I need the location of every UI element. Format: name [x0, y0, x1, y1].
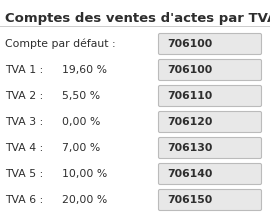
FancyBboxPatch shape [158, 86, 262, 107]
FancyBboxPatch shape [158, 34, 262, 55]
Text: 706100: 706100 [167, 39, 212, 49]
FancyBboxPatch shape [158, 59, 262, 80]
Text: 706150: 706150 [167, 195, 212, 205]
Text: TVA 2 :: TVA 2 : [5, 91, 43, 101]
Text: TVA 5 :: TVA 5 : [5, 169, 43, 179]
Text: TVA 3 :: TVA 3 : [5, 117, 43, 127]
Text: TVA 6 :: TVA 6 : [5, 195, 43, 205]
Text: 706120: 706120 [167, 117, 212, 127]
Text: 706100: 706100 [167, 65, 212, 75]
Text: 10,00 %: 10,00 % [62, 169, 107, 179]
FancyBboxPatch shape [158, 138, 262, 159]
Text: 706130: 706130 [167, 143, 212, 153]
Text: 0,00 %: 0,00 % [62, 117, 100, 127]
Text: 19,60 %: 19,60 % [62, 65, 107, 75]
FancyBboxPatch shape [158, 111, 262, 132]
Text: 7,00 %: 7,00 % [62, 143, 100, 153]
Text: Comptes des ventes d'actes par TVA: Comptes des ventes d'actes par TVA [5, 12, 270, 25]
Text: 706110: 706110 [167, 91, 212, 101]
FancyBboxPatch shape [158, 163, 262, 184]
Text: TVA 4 :: TVA 4 : [5, 143, 43, 153]
Text: 20,00 %: 20,00 % [62, 195, 107, 205]
Text: TVA 1 :: TVA 1 : [5, 65, 43, 75]
FancyBboxPatch shape [158, 190, 262, 211]
Text: Compte par défaut :: Compte par défaut : [5, 39, 116, 49]
Text: 5,50 %: 5,50 % [62, 91, 100, 101]
Text: 706140: 706140 [167, 169, 212, 179]
